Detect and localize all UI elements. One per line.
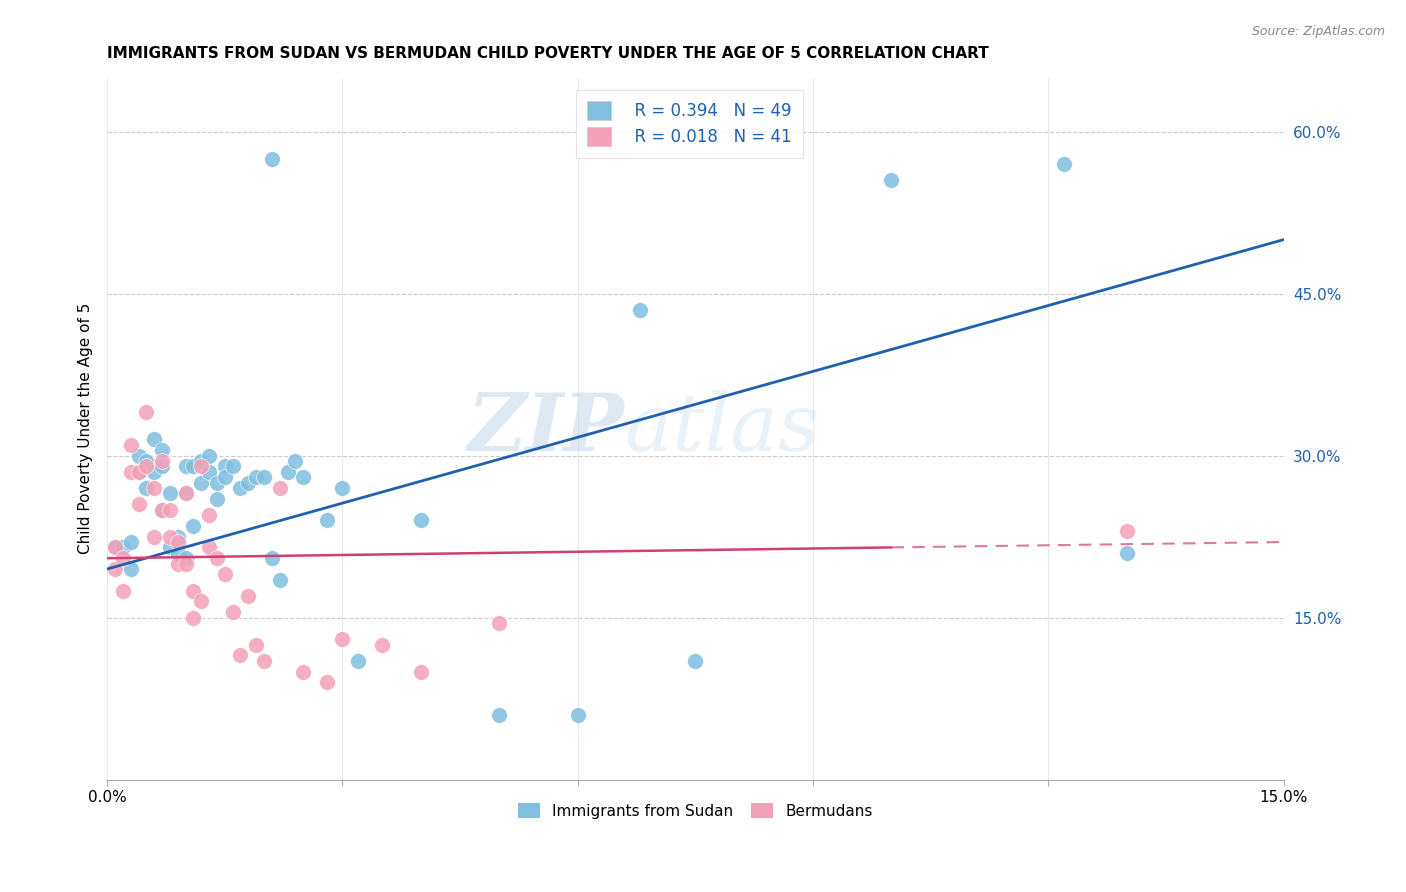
Point: [150, 443, 173, 458]
Point: [284, 454, 307, 468]
Point: [143, 433, 166, 447]
Point: [198, 508, 221, 522]
Text: atlas: atlas: [624, 390, 820, 467]
Point: [190, 475, 212, 490]
Point: [315, 675, 337, 690]
Point: [277, 465, 299, 479]
Point: [269, 573, 291, 587]
Point: [111, 551, 134, 566]
Y-axis label: Child Poverty Under the Age of 5: Child Poverty Under the Age of 5: [79, 303, 93, 554]
Point: [150, 459, 173, 474]
Point: [245, 470, 267, 484]
Point: [332, 481, 354, 495]
Point: [253, 470, 276, 484]
Point: [190, 454, 212, 468]
Point: [214, 459, 236, 474]
Point: [238, 589, 260, 603]
Point: [214, 567, 236, 582]
Point: [150, 454, 173, 468]
Point: [488, 615, 510, 630]
Point: [260, 152, 283, 166]
Point: [183, 583, 205, 598]
Point: [409, 665, 432, 679]
Point: [159, 541, 181, 555]
Point: [630, 302, 652, 317]
Point: [135, 405, 157, 419]
Point: [159, 486, 181, 500]
Point: [174, 486, 197, 500]
Point: [229, 481, 252, 495]
Point: [183, 459, 205, 474]
Legend: Immigrants from Sudan, Bermudans: Immigrants from Sudan, Bermudans: [512, 797, 879, 824]
Point: [1115, 524, 1137, 539]
Point: [128, 465, 150, 479]
Text: ZIP: ZIP: [468, 390, 624, 467]
Point: [111, 583, 134, 598]
Point: [166, 546, 188, 560]
Point: [205, 551, 228, 566]
Point: [135, 459, 157, 474]
Point: [104, 541, 127, 555]
Point: [143, 465, 166, 479]
Point: [488, 707, 510, 722]
Point: [269, 481, 291, 495]
Point: [135, 454, 157, 468]
Point: [143, 481, 166, 495]
Point: [370, 638, 392, 652]
Point: [128, 497, 150, 511]
Point: [128, 465, 150, 479]
Point: [205, 475, 228, 490]
Point: [205, 491, 228, 506]
Point: [128, 449, 150, 463]
Point: [332, 632, 354, 647]
Point: [104, 562, 127, 576]
Point: [1053, 157, 1076, 171]
Point: [315, 513, 337, 527]
Point: [159, 502, 181, 516]
Point: [292, 470, 315, 484]
Point: [159, 530, 181, 544]
Point: [347, 654, 370, 668]
Point: [104, 541, 127, 555]
Point: [214, 470, 236, 484]
Point: [221, 459, 243, 474]
Point: [166, 557, 188, 571]
Point: [260, 551, 283, 566]
Point: [174, 486, 197, 500]
Point: [190, 594, 212, 608]
Point: [120, 465, 142, 479]
Point: [238, 475, 260, 490]
Point: [880, 173, 903, 187]
Point: [174, 459, 197, 474]
Point: [221, 605, 243, 619]
Point: [111, 541, 134, 555]
Point: [685, 654, 707, 668]
Point: [409, 513, 432, 527]
Point: [135, 481, 157, 495]
Point: [150, 502, 173, 516]
Point: [292, 665, 315, 679]
Point: [253, 654, 276, 668]
Point: [174, 557, 197, 571]
Text: Source: ZipAtlas.com: Source: ZipAtlas.com: [1251, 25, 1385, 38]
Point: [198, 465, 221, 479]
Point: [183, 610, 205, 624]
Point: [190, 459, 212, 474]
Point: [198, 449, 221, 463]
Point: [120, 535, 142, 549]
Point: [166, 535, 188, 549]
Point: [150, 502, 173, 516]
Point: [183, 518, 205, 533]
Point: [166, 530, 188, 544]
Point: [1115, 546, 1137, 560]
Point: [120, 562, 142, 576]
Point: [198, 541, 221, 555]
Text: IMMIGRANTS FROM SUDAN VS BERMUDAN CHILD POVERTY UNDER THE AGE OF 5 CORRELATION C: IMMIGRANTS FROM SUDAN VS BERMUDAN CHILD …: [107, 46, 988, 62]
Point: [174, 551, 197, 566]
Point: [567, 707, 589, 722]
Point: [245, 638, 267, 652]
Point: [143, 530, 166, 544]
Point: [229, 648, 252, 663]
Point: [120, 438, 142, 452]
